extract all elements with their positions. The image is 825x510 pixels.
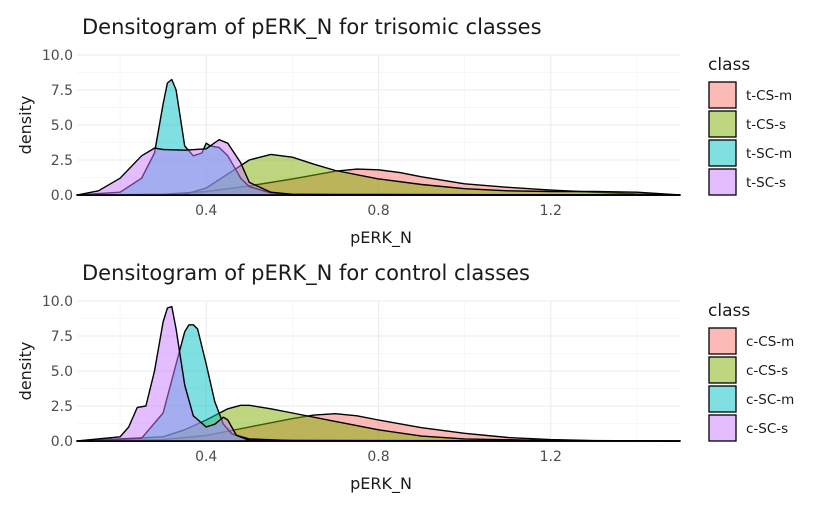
chart-title: Densitogram of pERK_N for trisomic class… xyxy=(82,15,542,40)
legend-title: class xyxy=(708,301,750,321)
legend-label: c-SC-m xyxy=(746,392,794,408)
chart-panel-control: Densitogram of pERK_N for control classe… xyxy=(16,261,794,494)
legend-label: c-SC-s xyxy=(746,421,788,437)
legend: class t-CS-m t-CS-s t-SC-m t-SC-s xyxy=(708,55,792,196)
legend-label: c-CS-s xyxy=(746,363,788,379)
y-tick-label: 10.0 xyxy=(42,294,73,310)
legend: class c-CS-m c-CS-s c-SC-m c-SC-s xyxy=(708,301,794,442)
legend-title: class xyxy=(708,55,750,75)
x-tick-label: 0.8 xyxy=(367,203,389,219)
y-tick-label: 2.5 xyxy=(51,153,73,169)
legend-swatch xyxy=(708,327,737,355)
legend-swatch xyxy=(708,110,737,138)
y-tick-label: 0.0 xyxy=(51,188,73,204)
legend-swatch xyxy=(708,168,737,196)
legend-label: t-CS-m xyxy=(746,88,792,104)
legend-label: t-SC-m xyxy=(746,146,792,162)
chart-panel-trisomic: Densitogram of pERK_N for trisomic class… xyxy=(16,15,792,248)
density-area-c-SC-s xyxy=(76,305,681,442)
y-axis-title: density xyxy=(16,96,35,155)
chart-title: Densitogram of pERK_N for control classe… xyxy=(82,261,530,286)
legend-label: t-SC-s xyxy=(746,175,786,191)
x-tick-label: 1.2 xyxy=(540,203,562,219)
y-tick-label: 5.0 xyxy=(51,364,73,380)
y-tick-label: 2.5 xyxy=(51,399,73,415)
y-tick-label: 7.5 xyxy=(51,83,73,99)
y-axis-title: density xyxy=(16,342,35,401)
x-axis-title: pERK_N xyxy=(350,228,412,248)
legend-swatch xyxy=(708,139,737,167)
legend-swatch xyxy=(708,81,737,109)
legend-label: t-CS-s xyxy=(746,117,786,133)
x-tick-label: 0.4 xyxy=(195,203,217,219)
legend-swatch xyxy=(708,385,737,413)
x-tick-label: 1.2 xyxy=(540,449,562,465)
density-area-t-SC-s xyxy=(76,139,681,196)
y-tick-label: 10.0 xyxy=(42,48,73,64)
x-tick-label: 0.8 xyxy=(367,449,389,465)
x-axis-title: pERK_N xyxy=(350,474,412,494)
y-tick-label: 7.5 xyxy=(51,329,73,345)
x-tick-label: 0.4 xyxy=(195,449,217,465)
legend-swatch xyxy=(708,356,737,384)
legend-label: c-CS-m xyxy=(746,334,794,350)
legend-swatch xyxy=(708,414,737,442)
y-tick-label: 5.0 xyxy=(51,118,73,134)
y-tick-label: 0.0 xyxy=(51,434,73,450)
